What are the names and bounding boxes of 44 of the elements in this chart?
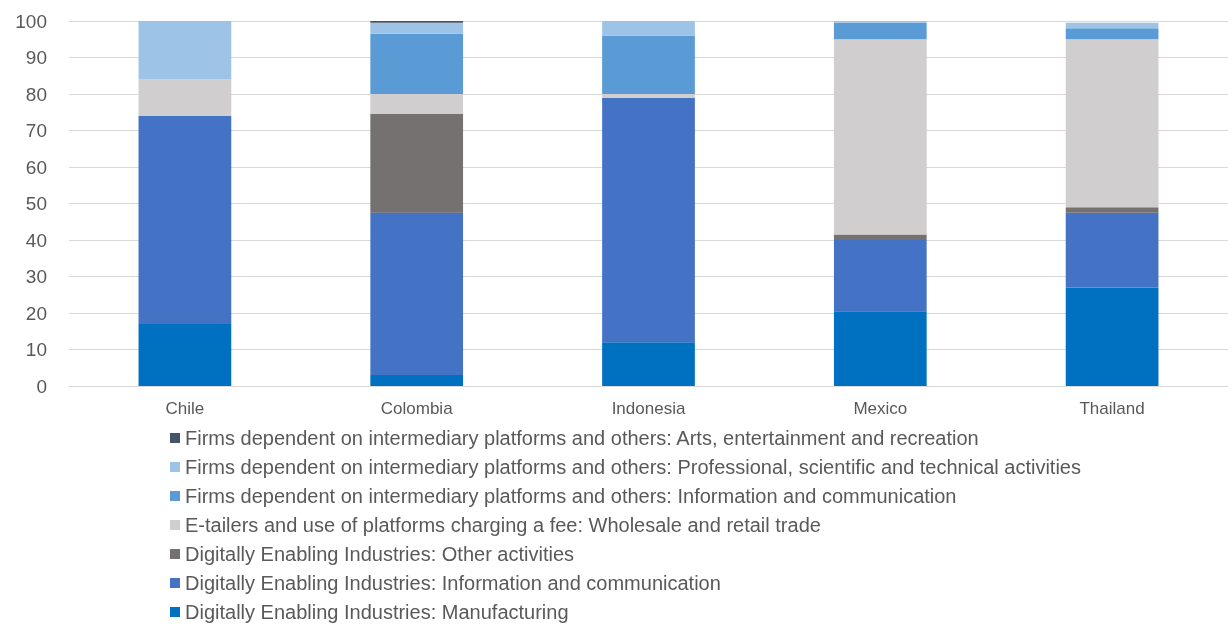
x-tick-label: Indonesia	[611, 399, 686, 418]
y-tick-label: 0	[36, 375, 47, 397]
legend-label: Firms dependent on intermediary platforms and others: Arts, entertainment and recreation	[185, 427, 979, 449]
bar	[602, 342, 695, 386]
y-tick-label: 100	[15, 10, 47, 32]
bar	[833, 234, 927, 240]
bar	[370, 114, 464, 213]
y-tick-label: 50	[25, 193, 47, 214]
bar	[1065, 22, 1159, 29]
bar	[1065, 287, 1159, 386]
bar	[602, 35, 695, 94]
x-tick-label: Colombia	[380, 399, 454, 418]
legend-label: E-tailers and use of platforms charging a fee: Wholesale and retail trade	[185, 514, 821, 536]
bar	[370, 375, 464, 386]
y-tick-label: 70	[25, 120, 47, 141]
x-tick-label: Chile	[165, 399, 205, 418]
bar	[1065, 207, 1159, 213]
bar	[138, 21, 232, 80]
bar	[370, 212, 464, 376]
y-tick-label: 20	[25, 302, 47, 324]
y-tick-label: 10	[25, 339, 47, 360]
x-tick-label: Mexico	[853, 399, 908, 418]
bar	[833, 240, 927, 312]
y-tick-label: 90	[25, 47, 47, 68]
legend-label: Digitally Enabling Industries: Manufacturing	[185, 601, 569, 623]
legend-label: Digitally Enabling Industries: Information and communication	[185, 572, 721, 594]
y-tick-label: 30	[25, 266, 47, 287]
bar	[1065, 212, 1159, 288]
bar	[602, 97, 695, 343]
bar	[833, 22, 927, 40]
legend-label: Firms dependent on intermediary platforms and others: Professional, scientific and technical activities	[185, 456, 1081, 478]
bar	[138, 115, 232, 324]
bar	[602, 21, 695, 36]
bar	[370, 22, 464, 34]
bar	[833, 311, 927, 386]
y-tick-label: 80	[25, 83, 47, 105]
y-tick-label: 40	[25, 229, 47, 251]
legend-label: Firms dependent on intermediary platforms and others: Information and communication	[185, 485, 957, 507]
y-tick-label: 60	[25, 156, 47, 178]
bar	[138, 323, 232, 386]
bar	[370, 33, 464, 94]
legend-label: Digitally Enabling Industries: Other activities	[185, 543, 575, 565]
bar	[1065, 28, 1159, 40]
x-tick-label: Thailand	[1079, 399, 1145, 418]
